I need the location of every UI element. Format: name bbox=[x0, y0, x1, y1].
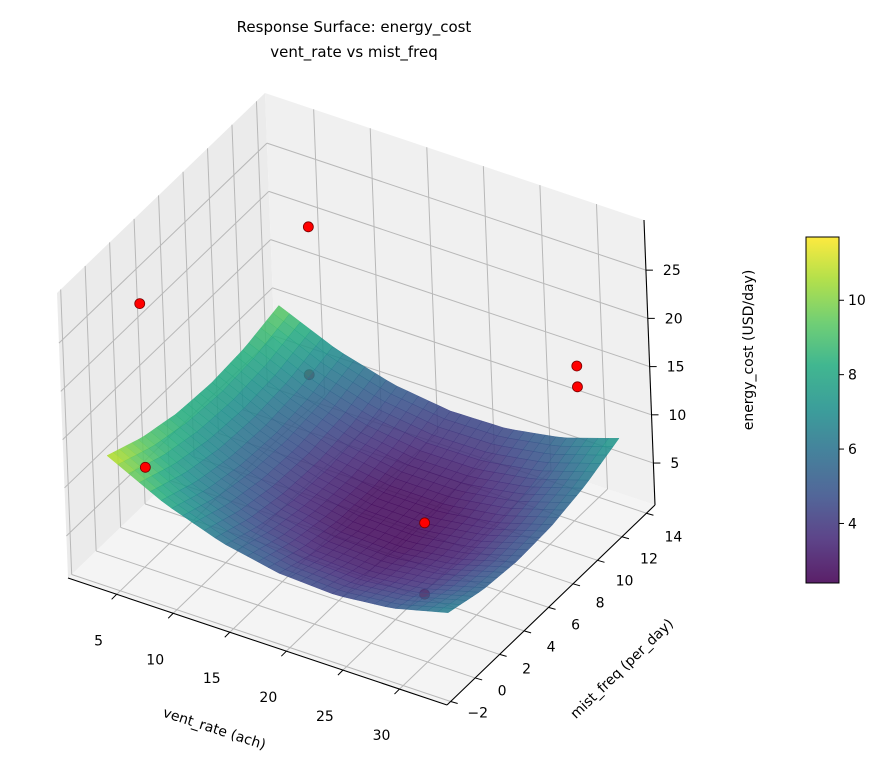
y-tick-label: 6 bbox=[571, 618, 580, 634]
data-point bbox=[139, 461, 151, 473]
y-tick-label: 12 bbox=[640, 552, 658, 568]
grid-line bbox=[58, 142, 268, 344]
tick-mark bbox=[499, 653, 507, 657]
grid-line bbox=[84, 265, 97, 551]
tick-mark bbox=[621, 536, 630, 540]
chart-title: Response Surface: energy_cost bbox=[237, 18, 472, 37]
grid-line bbox=[60, 289, 73, 575]
grid-line bbox=[369, 128, 382, 414]
surface bbox=[106, 305, 620, 613]
y-tick-label: 4 bbox=[547, 640, 556, 656]
x-axis-label: vent_rate (ach) bbox=[161, 705, 268, 753]
grid-line bbox=[64, 287, 273, 489]
y-tick-label: 2 bbox=[522, 662, 531, 678]
y-axis-line bbox=[446, 504, 656, 706]
points-above-surface bbox=[134, 221, 583, 529]
colorbar-tick-label: 10 bbox=[848, 293, 866, 309]
tick-mark bbox=[475, 677, 483, 681]
tick-mark bbox=[646, 512, 654, 516]
x-tick-label: 10 bbox=[146, 652, 164, 668]
tick-mark bbox=[523, 630, 532, 634]
tick-mark bbox=[572, 583, 581, 587]
tick-mark bbox=[450, 700, 458, 704]
colorbar-tick-label: 4 bbox=[848, 516, 857, 532]
tick-mark bbox=[224, 631, 231, 638]
x-tick-label: 25 bbox=[316, 709, 334, 725]
tick-mark bbox=[394, 688, 400, 695]
x-tick-label: 5 bbox=[94, 633, 103, 649]
axis-lines bbox=[67, 219, 661, 706]
y-tick-label: −2 bbox=[467, 706, 488, 722]
y-axis-label: mist_freq (per_day) bbox=[568, 616, 677, 722]
grid-line bbox=[539, 185, 552, 471]
colorbar-tick-label: 6 bbox=[848, 442, 857, 458]
grid-line bbox=[71, 573, 451, 702]
grid-line bbox=[272, 287, 652, 416]
z-axis-label: energy_cost (USD/day) bbox=[741, 270, 757, 431]
tick-mark bbox=[167, 612, 174, 619]
data-point bbox=[302, 221, 314, 233]
y-tick-label: 14 bbox=[665, 530, 683, 546]
chart-subtitle: vent_rate vs mist_freq bbox=[270, 43, 438, 62]
data-point bbox=[572, 381, 583, 393]
z-tick-label: 20 bbox=[665, 311, 683, 327]
grid-line bbox=[95, 550, 476, 679]
tick-mark bbox=[111, 593, 118, 600]
colorbar-tick-label: 8 bbox=[848, 368, 857, 384]
grid-line bbox=[399, 488, 608, 690]
data-point bbox=[134, 298, 146, 309]
grid-line bbox=[120, 526, 500, 655]
grid-line bbox=[62, 239, 272, 440]
grid-line bbox=[266, 142, 647, 271]
colorbar-gradient bbox=[805, 236, 840, 584]
grid-line bbox=[270, 239, 650, 368]
grid-line bbox=[268, 190, 648, 319]
colorbar: 4 6 8 10 bbox=[805, 236, 866, 584]
x-tick-label: 15 bbox=[203, 671, 221, 687]
grid-line bbox=[426, 147, 439, 433]
x-tick-label: 20 bbox=[259, 690, 277, 706]
z-tick-label: 5 bbox=[670, 456, 679, 472]
data-point bbox=[571, 360, 583, 372]
tick-mark bbox=[548, 606, 556, 610]
z-tick-label: 25 bbox=[663, 263, 681, 279]
x-axis-line bbox=[67, 577, 448, 706]
x-tick-label: 30 bbox=[373, 728, 391, 744]
y-tick-label: 8 bbox=[596, 596, 605, 612]
z-tick-label: 10 bbox=[669, 408, 687, 424]
grid-line bbox=[482, 166, 495, 452]
tick-mark bbox=[597, 559, 605, 563]
tick-mark bbox=[337, 669, 344, 676]
grid-line bbox=[60, 191, 270, 392]
data-point bbox=[419, 517, 431, 529]
y-tick-label: 10 bbox=[616, 574, 634, 590]
surface-patch bbox=[437, 607, 455, 613]
y-tick-label: 0 bbox=[498, 684, 507, 700]
z-axis-line bbox=[643, 219, 656, 506]
z-tick-label: 15 bbox=[667, 360, 685, 376]
grid-line bbox=[109, 242, 122, 528]
tick-mark bbox=[280, 650, 287, 657]
